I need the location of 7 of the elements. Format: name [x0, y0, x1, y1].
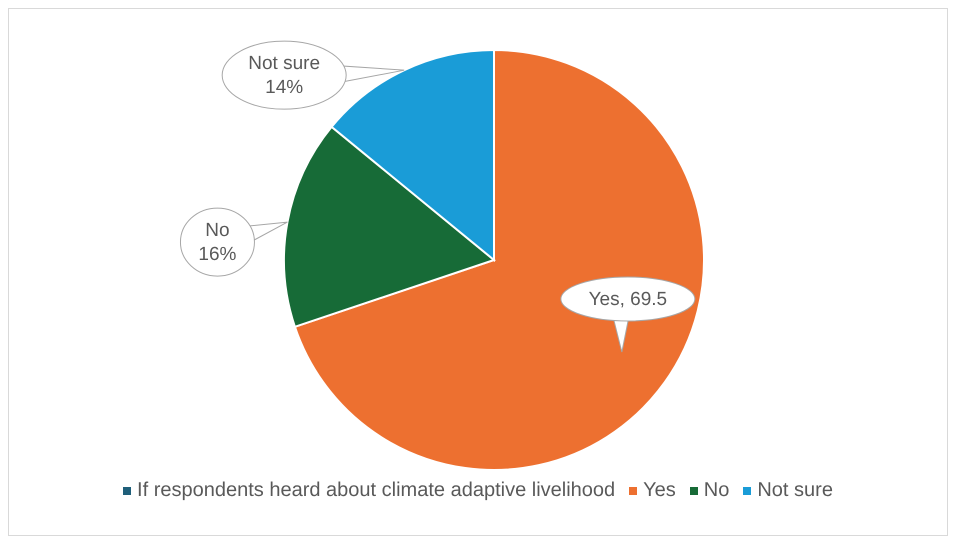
legend-title: If respondents heard about climate adaptive livelihood [137, 479, 616, 502]
data-label: Yes, 69.5 [588, 288, 668, 310]
legend-label: Yes [643, 479, 676, 502]
legend-label: No [704, 479, 730, 502]
legend-label: Not sure [757, 479, 833, 502]
data-label: No 16% [198, 220, 237, 265]
data-label: Not sure 14% [248, 52, 320, 98]
